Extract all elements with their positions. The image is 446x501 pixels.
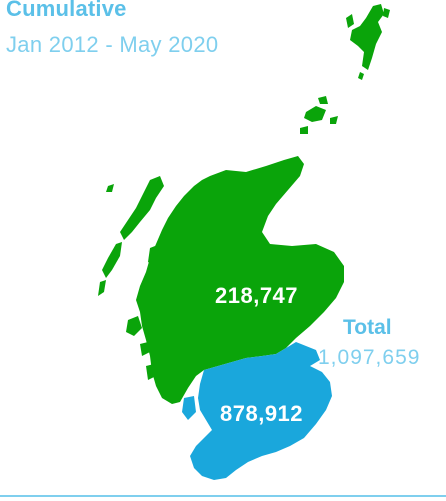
map-title: Cumulative [6, 0, 127, 21]
orkney-islands [300, 96, 338, 134]
map-region-south [190, 342, 332, 480]
inner-hebrides [126, 244, 168, 392]
shetland-islands [346, 4, 390, 80]
total-label: Total [343, 316, 392, 339]
total-value: 1,097,659 [318, 346, 421, 369]
map-subtitle: Jan 2012 - May 2020 [6, 32, 219, 57]
bottom-divider [0, 495, 446, 497]
region-value-south: 878,912 [220, 401, 304, 426]
western-isles [98, 176, 164, 296]
region-value-north: 218,747 [215, 283, 299, 308]
firth-islands [182, 396, 196, 420]
map-region-north [136, 156, 344, 404]
